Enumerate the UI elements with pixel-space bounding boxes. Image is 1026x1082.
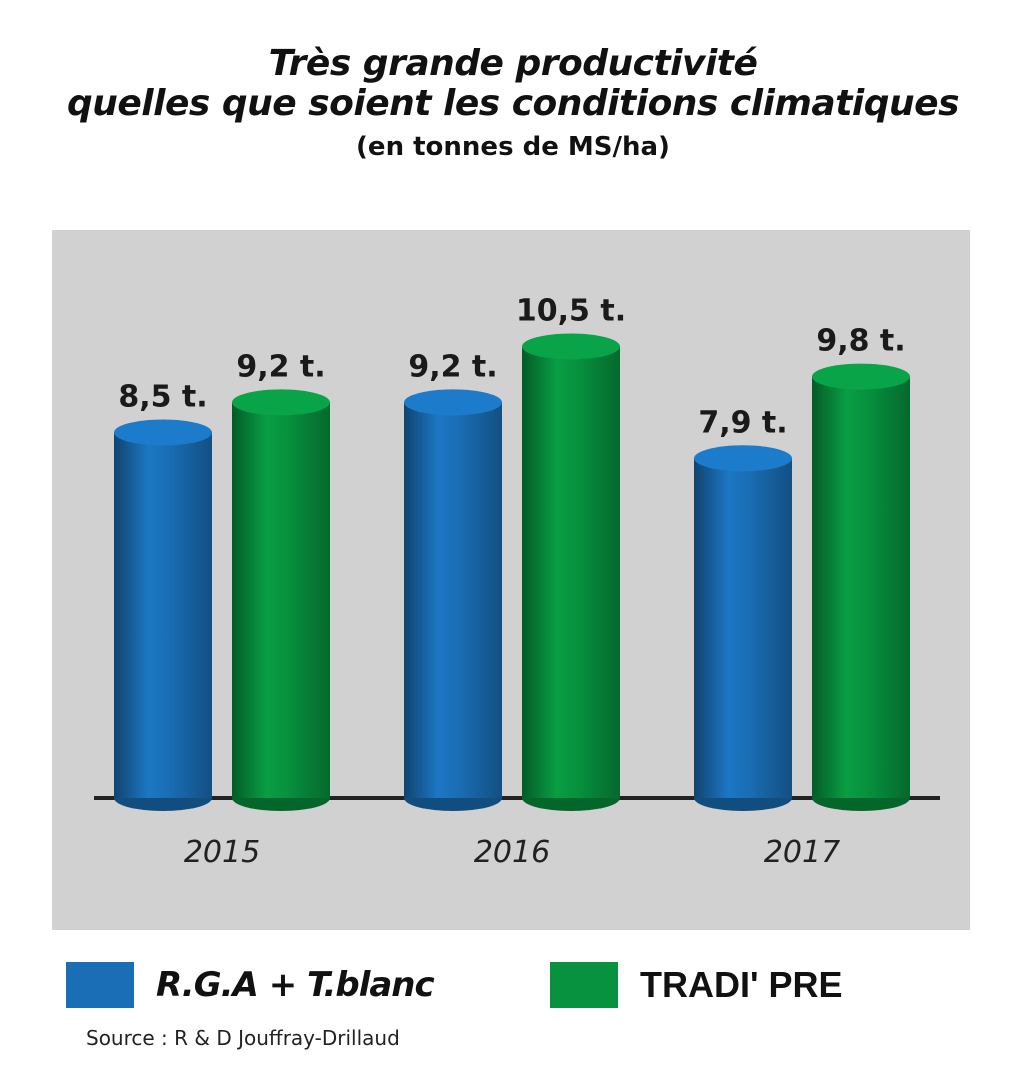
bar-top-0-1 (404, 389, 502, 416)
bar-body-1-2 (812, 376, 910, 798)
legend-swatch-green (550, 962, 618, 1008)
bar-value-label-1-1: 10,5 t. (516, 294, 626, 329)
bar-top-1-2 (812, 363, 910, 390)
bar-r-g-a-t-blanc-2016 (404, 389, 502, 811)
bar-value-label-0-1: 9,2 t. (408, 349, 497, 384)
x-tick-label-2016: 2016 (474, 835, 550, 870)
chart-title-line-2: quelles que soient les conditions climat… (66, 83, 960, 124)
source-note: Source : R & D Jouffray-Drillaud (86, 1026, 400, 1050)
bar-value-label-0-2: 7,9 t. (698, 405, 787, 440)
chart-panel: 8,5 t. 9,2 t. 2015 9,2 t. 10,5 t. 2016 7,9 t. 9… (52, 230, 970, 930)
bar-value-label-1-0: 9,2 t. (236, 349, 325, 384)
x-tick-label-2017: 2017 (764, 835, 840, 870)
legend-item-tradi-pre: TRADI' PRE (550, 960, 843, 1010)
legend-label-tradi-pre: TRADI' PRE (640, 964, 843, 1005)
bar-tradi-pre-2016 (522, 333, 620, 811)
bar-tradi-pre-2017 (812, 363, 910, 811)
bar-tradi-pre-2015 (232, 389, 330, 811)
bar-body-0-0 (114, 432, 212, 798)
chart-title-line-1: Très grande productivité (268, 43, 758, 84)
bar-body-0-1 (404, 402, 502, 798)
bar-top-0-2 (694, 445, 792, 472)
bar-body-1-0 (232, 402, 330, 798)
bar-value-label-0-0: 8,5 t. (118, 380, 207, 415)
bar-top-1-0 (232, 389, 330, 416)
bar-body-0-2 (694, 458, 792, 798)
bar-top-0-0 (114, 419, 212, 446)
x-tick-label-2015: 2015 (184, 835, 260, 870)
bar-chart: 8,5 t. 9,2 t. 2015 9,2 t. 10,5 t. 2016 7,9 t. 9… (94, 294, 940, 870)
bar-body-1-1 (522, 346, 620, 798)
chart-subtitle: (en tonnes de MS/ha) (356, 132, 670, 162)
legend-item-rga-tblanc: R.G.A + T.blanc (66, 960, 435, 1010)
bar-top-1-1 (522, 333, 620, 360)
legend-swatch-blue (66, 962, 134, 1008)
bar-r-g-a-t-blanc-2015 (114, 419, 212, 811)
bar-value-label-1-2: 9,8 t. (816, 324, 905, 359)
chart-title-block: Très grande productivité quelles que soi… (0, 44, 1026, 164)
bar-r-g-a-t-blanc-2017 (694, 445, 792, 811)
legend-label-rga-tblanc: R.G.A + T.blanc (156, 965, 435, 1005)
